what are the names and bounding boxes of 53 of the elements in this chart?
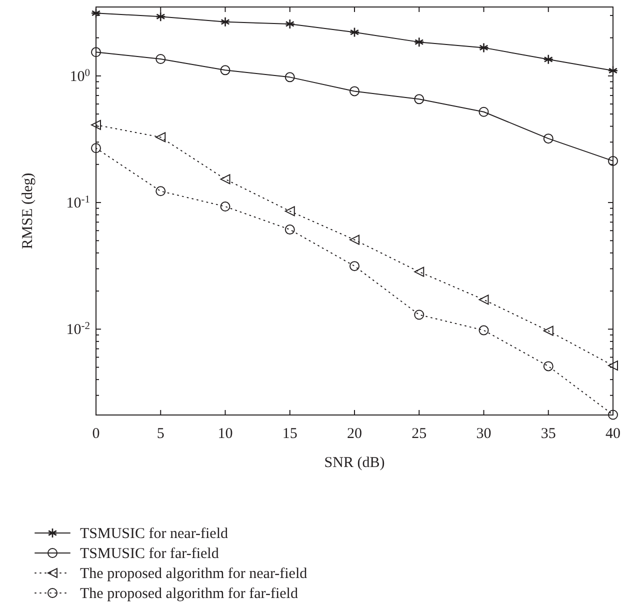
x-tick-label: 40 bbox=[606, 426, 620, 442]
legend-label: TSMUSIC for near-field bbox=[80, 526, 228, 542]
point bbox=[543, 326, 554, 336]
point bbox=[91, 120, 101, 130]
point bbox=[220, 16, 230, 28]
point bbox=[414, 310, 424, 320]
x-tick-label: 30 bbox=[476, 426, 492, 442]
x-tick-label: 10 bbox=[218, 426, 233, 442]
point bbox=[414, 36, 424, 48]
point bbox=[543, 54, 554, 65]
point bbox=[284, 72, 295, 82]
legend-label: TSMUSIC for far-field bbox=[80, 546, 220, 562]
point bbox=[350, 234, 360, 245]
point bbox=[414, 266, 424, 277]
point bbox=[478, 325, 489, 336]
legend-label: The proposed algorithm for near-field bbox=[80, 566, 308, 582]
point bbox=[156, 186, 166, 196]
legend-label: The proposed algorithm for far-field bbox=[80, 586, 298, 602]
point bbox=[90, 8, 102, 18]
point bbox=[220, 202, 230, 212]
point bbox=[220, 174, 230, 184]
point bbox=[543, 361, 554, 372]
x-axis-title: SNR (dB) bbox=[324, 455, 385, 471]
point bbox=[156, 54, 166, 64]
x-tick-label: 20 bbox=[347, 426, 362, 442]
point bbox=[156, 132, 166, 142]
y-tick-label: 10$^{0}$ bbox=[70, 67, 90, 85]
y-tick-label: 10$^{-2}$ bbox=[66, 320, 90, 338]
y-axis-title: RMSE (deg) bbox=[20, 172, 36, 250]
point bbox=[414, 94, 424, 104]
point bbox=[608, 66, 618, 76]
x-tick-label: 35 bbox=[540, 426, 556, 442]
point bbox=[608, 360, 618, 371]
point bbox=[608, 156, 618, 166]
point bbox=[284, 18, 296, 30]
point bbox=[608, 410, 618, 420]
point bbox=[478, 106, 489, 117]
x-tick-label: 25 bbox=[412, 426, 427, 442]
point bbox=[91, 47, 101, 58]
point bbox=[284, 206, 295, 216]
point bbox=[478, 294, 489, 305]
point bbox=[543, 134, 554, 144]
x-tick-label: 0 bbox=[92, 426, 100, 442]
point bbox=[91, 143, 101, 154]
point bbox=[478, 42, 489, 53]
point bbox=[350, 86, 360, 96]
point bbox=[349, 27, 360, 38]
x-tick-label: 5 bbox=[156, 426, 164, 442]
point bbox=[220, 65, 230, 76]
point bbox=[284, 224, 295, 235]
point bbox=[350, 261, 360, 272]
x-tick-label: 15 bbox=[282, 426, 298, 442]
y-tick-label: 10$^{-1}$ bbox=[66, 194, 90, 212]
